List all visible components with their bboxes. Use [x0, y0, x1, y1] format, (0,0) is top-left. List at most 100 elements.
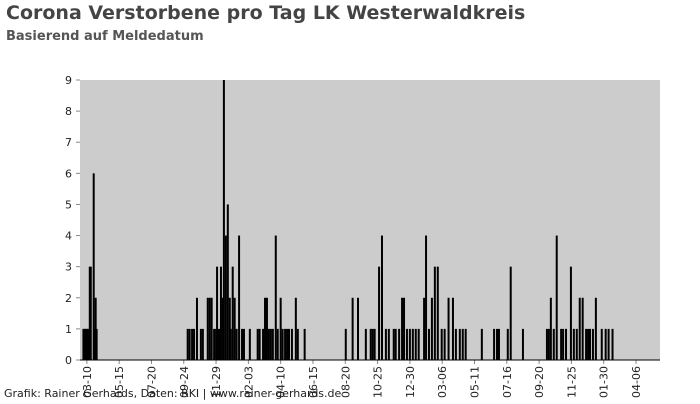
bar: [380, 235, 383, 360]
bar: [521, 328, 524, 360]
bar: [496, 328, 499, 360]
bar: [271, 328, 274, 360]
bar: [265, 297, 268, 360]
bar: [430, 297, 433, 360]
y-tick-label: 7: [65, 136, 72, 149]
y-tick-label: 8: [65, 105, 72, 118]
bar: [206, 297, 209, 360]
bar: [594, 297, 597, 360]
x-tick-label: 02-03: [242, 366, 255, 398]
bar: [186, 328, 189, 360]
chart-title: Corona Verstorbene pro Tag LK Westerwald…: [6, 2, 525, 24]
bar: [290, 328, 293, 360]
bar: [440, 328, 443, 360]
bar: [238, 235, 241, 360]
bar: [281, 328, 284, 360]
y-tick-label: 3: [65, 261, 72, 274]
bar: [560, 328, 563, 360]
bar: [219, 266, 222, 360]
bar: [414, 328, 417, 360]
bar: [600, 328, 603, 360]
bar: [201, 328, 204, 360]
bar: [427, 328, 430, 360]
bar: [480, 328, 483, 360]
bar: [575, 328, 578, 360]
bar: [262, 328, 265, 360]
bar: [447, 297, 450, 360]
bar: [403, 297, 406, 360]
bar: [229, 328, 232, 360]
x-tick-label: 03-10: [81, 366, 94, 398]
bar: [569, 266, 572, 360]
bar: [458, 328, 461, 360]
bar: [578, 297, 581, 360]
x-tick-label: 05-11: [468, 366, 481, 398]
bar: [411, 328, 414, 360]
x-tick-label: 12-30: [404, 366, 417, 398]
x-tick-label: 08-20: [339, 366, 352, 398]
bar: [562, 328, 565, 360]
bar: [443, 328, 446, 360]
bar: [405, 328, 408, 360]
y-tick-label: 9: [65, 74, 72, 87]
bar: [572, 328, 575, 360]
bar: [545, 328, 548, 360]
bar: [433, 266, 436, 360]
bar: [256, 328, 259, 360]
bar: [279, 297, 282, 360]
bar: [241, 328, 244, 360]
x-tick-label: 03-06: [436, 366, 449, 398]
bar: [89, 266, 92, 360]
bar: [589, 328, 592, 360]
bar: [581, 297, 584, 360]
bar: [242, 328, 245, 360]
bar: [373, 328, 376, 360]
bar: [231, 266, 234, 360]
bar: [344, 328, 347, 360]
bar: [235, 328, 238, 360]
bar: [233, 297, 236, 360]
y-tick-label: 4: [65, 230, 72, 243]
bar: [369, 328, 372, 360]
bar: [607, 328, 610, 360]
x-tick-label: 11-25: [565, 366, 578, 398]
bar: [199, 328, 202, 360]
bar: [357, 297, 360, 360]
bar: [267, 328, 270, 360]
bar: [611, 328, 614, 360]
bar: [92, 173, 95, 360]
bar: [208, 297, 211, 360]
bar: [547, 328, 550, 360]
x-tick-label: 01-30: [598, 366, 611, 398]
y-tick-label: 6: [65, 167, 72, 180]
bar: [276, 328, 279, 360]
y-tick-label: 0: [65, 354, 72, 367]
bar: [585, 328, 588, 360]
x-tick-label: 04-06: [630, 366, 643, 398]
bar: [506, 328, 509, 360]
bar: [95, 328, 98, 360]
bar: [193, 328, 196, 360]
bar: [296, 328, 299, 360]
bar: [587, 328, 590, 360]
bar: [384, 328, 387, 360]
bar: [436, 266, 439, 360]
bar: [408, 328, 411, 360]
bar: [213, 328, 216, 360]
plot-background: [80, 80, 660, 360]
x-tick-label: 06-15: [307, 366, 320, 398]
bar: [425, 235, 428, 360]
bar: [274, 235, 277, 360]
x-tick-label: 11-29: [210, 366, 223, 398]
bar: [378, 266, 381, 360]
footer: Grafik: Rainer Gerhards, Daten: RKI | ww…: [4, 387, 342, 400]
bar: [303, 328, 306, 360]
chart-subtitle: Basierend auf Meldedatum: [6, 29, 204, 44]
bar: [222, 80, 225, 360]
x-tick-label: 09-24: [178, 366, 191, 398]
bar: [287, 328, 290, 360]
bar: [387, 328, 390, 360]
bar: [191, 328, 194, 360]
bar: [294, 297, 297, 360]
